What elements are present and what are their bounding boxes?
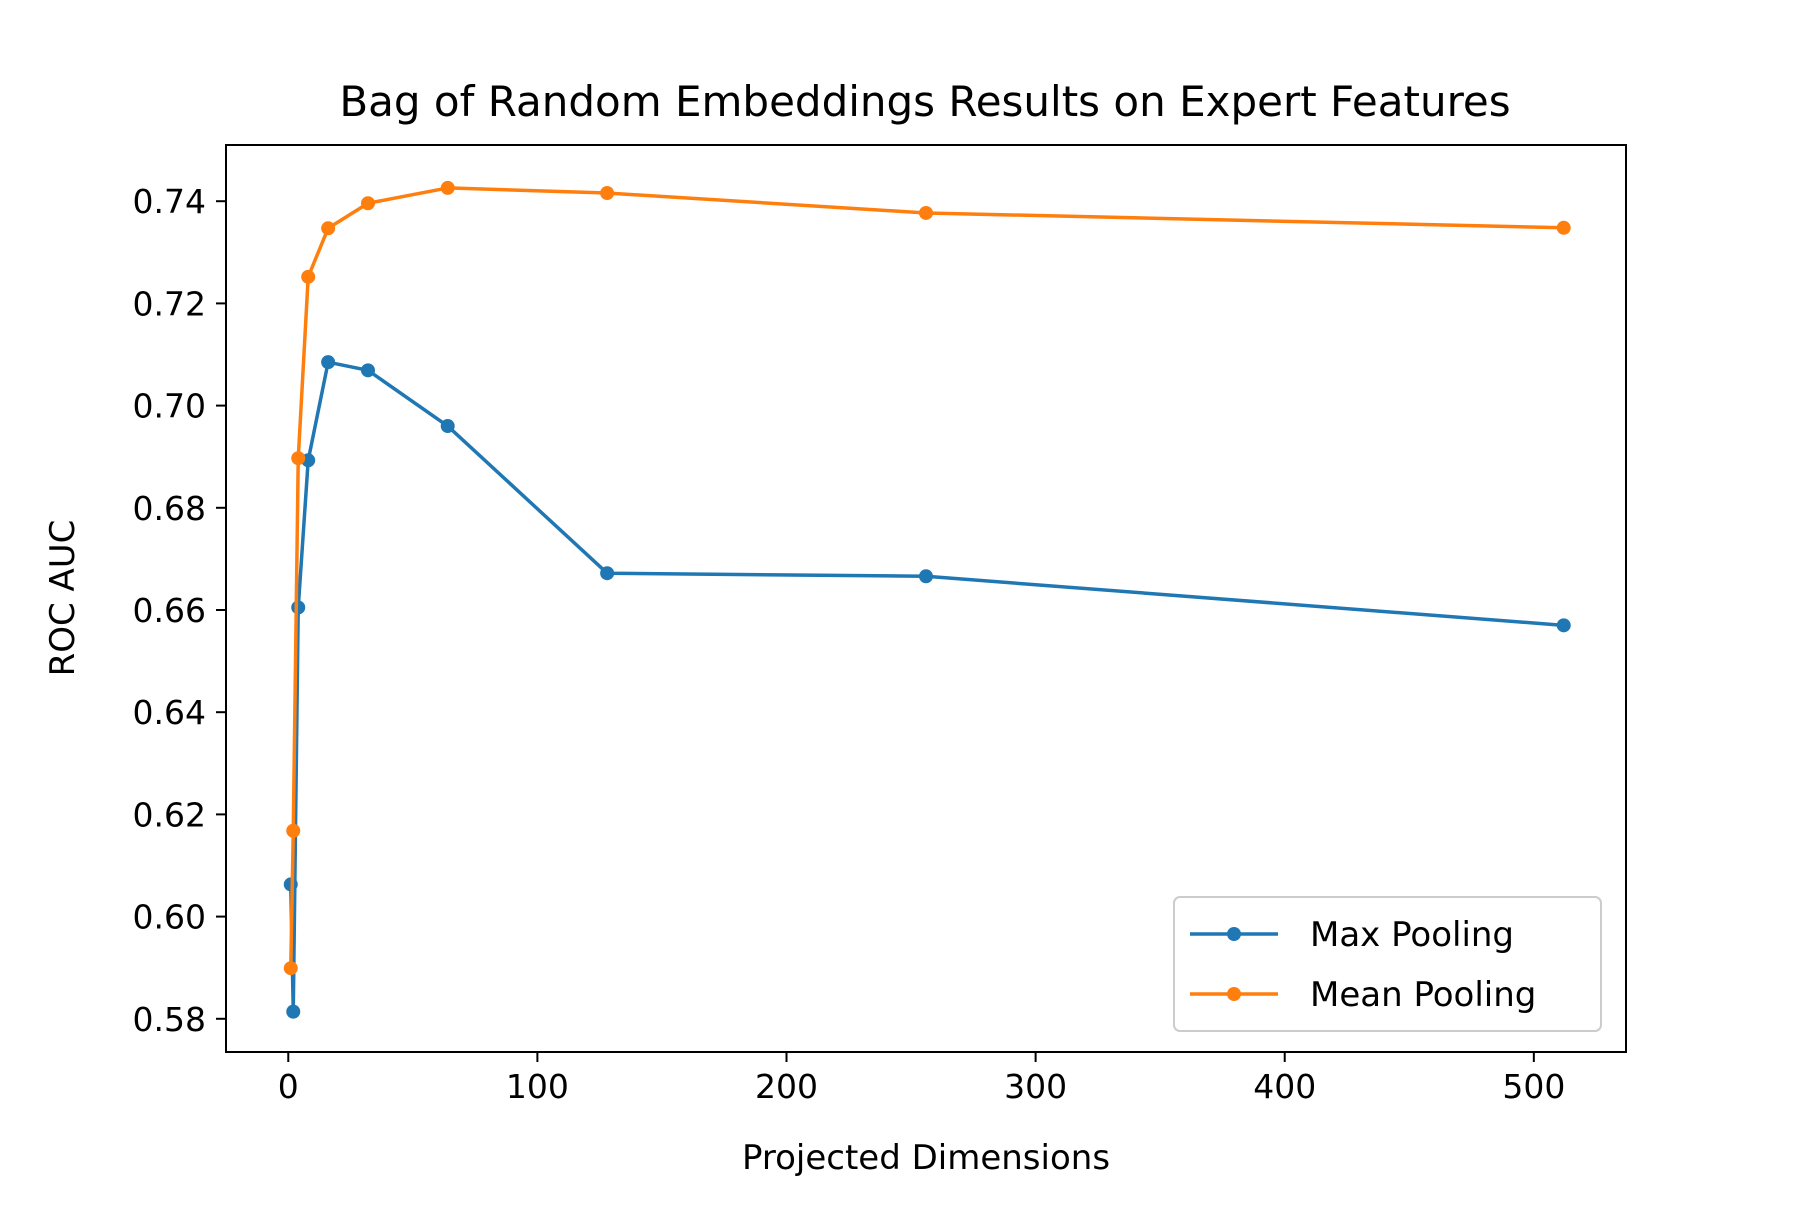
chart-title: Bag of Random Embeddings Results on Expe… (339, 77, 1510, 126)
series-line-mean-pooling (289, 186, 1564, 969)
y-tick-label: 0.70 (133, 387, 206, 426)
data-point-mean-pooling (321, 221, 336, 236)
plot-series (283, 180, 1571, 1019)
y-axis-label: ROC AUC (43, 520, 83, 677)
y-tick-label: 0.74 (133, 182, 206, 221)
data-point-max-pooling (321, 355, 336, 370)
legend-swatch-marker-mean-pooling (1227, 987, 1241, 1001)
data-point-mean-pooling (360, 196, 375, 211)
data-point-mean-pooling (440, 180, 455, 195)
legend-swatch-marker-max-pooling (1227, 927, 1241, 941)
legend-entries: Max Pooling Mean Pooling (1190, 915, 1536, 1015)
x-tick-label: 0 (278, 1067, 299, 1106)
data-point-mean-pooling (283, 961, 298, 976)
data-point-max-pooling (286, 1004, 301, 1019)
data-point-mean-pooling (301, 269, 316, 284)
data-point-mean-pooling (600, 186, 615, 201)
x-tick-label: 200 (755, 1067, 818, 1106)
data-point-mean-pooling (919, 205, 933, 220)
x-tick-label: 500 (1502, 1067, 1565, 1106)
data-point-max-pooling (1556, 618, 1571, 633)
x-axis-label: Projected Dimensions (742, 1138, 1110, 1178)
data-point-mean-pooling (1556, 220, 1571, 235)
legend-box (1173, 896, 1602, 1032)
data-point-max-pooling (919, 569, 933, 584)
x-tick-label: 300 (1004, 1067, 1067, 1106)
x-tick-label: 100 (506, 1067, 569, 1106)
legend: Max Pooling Mean Pooling (1173, 896, 1602, 1032)
legend-label-max-pooling: Max Pooling (1310, 915, 1514, 955)
data-point-max-pooling (360, 363, 375, 378)
y-tick-label: 0.72 (133, 284, 206, 323)
y-tick-label: 0.60 (133, 898, 206, 937)
legend-label-mean-pooling: Mean Pooling (1310, 975, 1536, 1015)
y-tick-label: 0.58 (133, 1000, 206, 1039)
y-tick-label: 0.64 (133, 693, 206, 732)
y-tick-label: 0.62 (133, 795, 206, 834)
data-point-mean-pooling (291, 451, 306, 466)
data-point-mean-pooling (286, 823, 301, 838)
data-point-max-pooling (600, 566, 615, 581)
data-point-max-pooling (440, 419, 455, 434)
x-tick-label: 400 (1253, 1067, 1316, 1106)
series-line-max-pooling (289, 360, 1564, 1014)
y-tick-label: 0.68 (133, 489, 206, 528)
axis-ticks: 0 100 200 300 400 500 0.58 0.60 0.62 0.64 0.66 0.68… (133, 182, 1566, 1106)
y-tick-label: 0.66 (133, 591, 206, 630)
data-point-max-pooling (291, 600, 306, 615)
plot-area-frame (225, 144, 1627, 1053)
